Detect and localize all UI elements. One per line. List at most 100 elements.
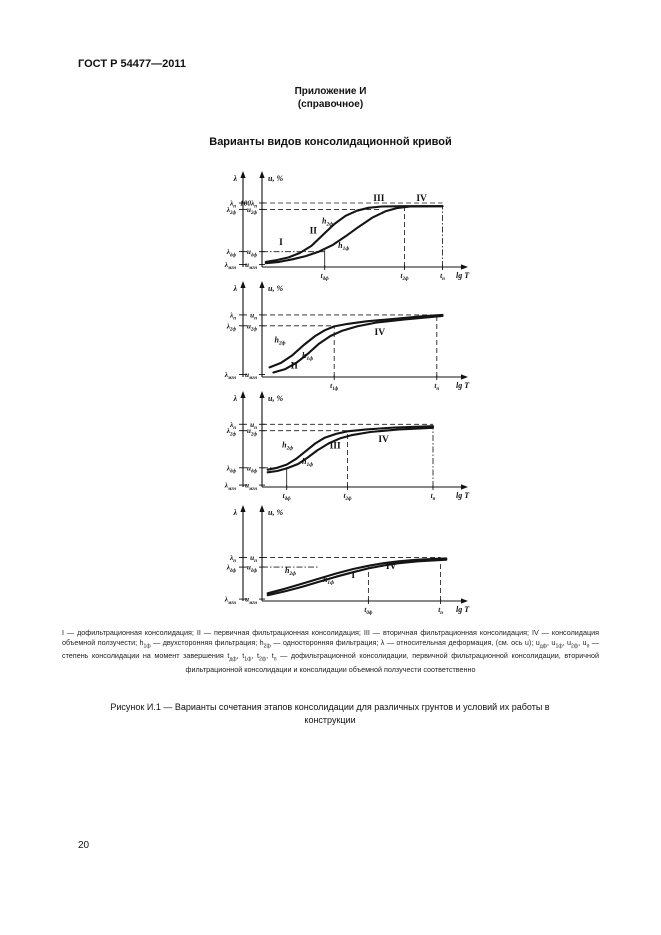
u-axis-label: u, % — [268, 508, 283, 517]
curve-h1f — [272, 314, 444, 374]
axis-arrow — [240, 171, 246, 178]
axis-arrow — [259, 505, 265, 512]
region-label-I: I — [279, 238, 283, 248]
curve-h1f — [264, 205, 444, 265]
time-tick-label: tп — [434, 381, 439, 392]
region-label-III: III — [330, 442, 341, 452]
lambda-axis-label: λ — [232, 174, 237, 183]
region-label-I: I — [351, 571, 355, 581]
curve-label: h1ф — [302, 351, 313, 362]
lambda-tick-label: λдф — [226, 463, 237, 474]
appendix-title: Приложение И — [294, 86, 367, 97]
axis-arrow — [461, 264, 468, 270]
time-tick-label: t1ф — [330, 381, 339, 392]
curve-label: h2ф — [285, 566, 296, 577]
u-tick-label: uп — [250, 553, 257, 564]
consolidation-chart-2: λ u, % lg T λп λ2ф λмгн uп u2ф uмгн t1ф tп h2ф h1ф II… — [170, 276, 490, 394]
region-label-II: II — [310, 227, 318, 237]
u-axis-label: u, % — [268, 394, 283, 403]
region-label-IV: IV — [378, 435, 389, 445]
axis-arrow — [259, 281, 265, 288]
time-tick-label: t2ф — [343, 491, 352, 502]
curve-label: h2ф — [282, 440, 293, 451]
curve-h2f — [266, 557, 448, 595]
region-label-IV: IV — [375, 328, 386, 338]
lambda-axis-label: λ — [232, 508, 237, 517]
axis-arrow — [240, 391, 246, 398]
u-tick-label: u2ф — [247, 205, 258, 216]
curve-label: h1ф — [323, 575, 334, 586]
time-tick-label: tп — [438, 605, 443, 616]
curve-h2f — [266, 425, 435, 471]
u-tick-label: uп — [250, 310, 257, 321]
page-number: 20 — [78, 840, 90, 851]
u-tick-label: uдф — [247, 247, 258, 258]
lambda-tick-label: λмгн — [224, 370, 236, 381]
lambda-tick-label: λп — [229, 553, 236, 564]
consolidation-chart-1: λ u, % lg T λп λ2ф λдф λмгн 100λп u2ф uдф uмгн tдф t… — [170, 166, 490, 284]
axis-arrow — [240, 281, 246, 288]
lambda-axis-label: λ — [232, 284, 237, 293]
u-tick-label: u2ф — [247, 426, 258, 437]
region-label-IV: IV — [386, 562, 397, 572]
figure-legend: I — дофильтрационная консолидация; II — … — [62, 628, 599, 674]
x-axis-label: lg T — [456, 271, 470, 280]
axis-arrow — [259, 171, 265, 178]
axis-arrow — [240, 505, 246, 512]
lambda-tick-label: λдф — [226, 247, 237, 258]
curve-label: h2ф — [322, 216, 333, 227]
u-tick-label: uмгн — [245, 481, 257, 492]
u-tick-label: uдф — [247, 563, 258, 574]
curve-h1f — [266, 558, 448, 597]
lambda-tick-label: λ2ф — [226, 205, 237, 216]
u-axis-label: u, % — [268, 174, 283, 183]
time-tick-label: tп — [440, 271, 445, 282]
document-number: ГОСТ Р 54477—2011 — [78, 58, 186, 70]
x-axis-label: lg T — [456, 491, 470, 500]
curve-h2f — [268, 313, 444, 369]
lambda-tick-label: λмгн — [224, 260, 236, 271]
lambda-tick-label: λ2ф — [226, 426, 237, 437]
curve-h2f — [264, 205, 444, 263]
lambda-tick-label: λп — [229, 420, 236, 431]
lambda-tick-label: λп — [229, 310, 236, 321]
u-tick-label: uп — [250, 420, 257, 431]
axis-arrow — [461, 484, 468, 490]
u-tick-label: uмгн — [245, 595, 257, 606]
region-label-IV: IV — [416, 194, 427, 204]
lambda-tick-label: λмгн — [224, 481, 236, 492]
figure-title: Варианты видов консолидационной кривой — [209, 136, 452, 148]
u-tick-label: 100λп — [240, 199, 257, 210]
curve-label: h1ф — [338, 241, 349, 252]
region-label-II: II — [291, 362, 299, 372]
curve-h1f — [266, 426, 435, 474]
u-tick-label: u2ф — [247, 321, 258, 332]
time-tick-label: tдф — [364, 605, 372, 616]
u-tick-label: uмгн — [245, 260, 257, 271]
curve-label: h2ф — [275, 335, 286, 346]
x-axis-label: lg T — [456, 605, 470, 614]
lambda-tick-label: λдф — [226, 563, 237, 574]
lambda-tick-label: λп — [229, 199, 236, 210]
consolidation-chart-3: λ u, % lg T λп λ2ф λдф λмгн uп u2ф uдф uмгн tдф t2ф t… — [170, 386, 490, 504]
appendix-subtitle: (справочное) — [297, 99, 364, 110]
lambda-axis-label: λ — [232, 394, 237, 403]
time-tick-label: t2ф — [400, 271, 409, 282]
lambda-tick-label: λ2ф — [226, 321, 237, 332]
region-label-III: III — [373, 194, 384, 204]
u-axis-label: u, % — [268, 284, 283, 293]
curve-label: h1ф — [302, 457, 313, 468]
axis-arrow — [461, 374, 468, 380]
x-axis-label: lg T — [456, 381, 470, 390]
time-tick-label: tп — [431, 491, 436, 502]
axis-arrow — [259, 391, 265, 398]
u-tick-label: uмгн — [245, 370, 257, 381]
time-tick-label: tдф — [321, 271, 329, 282]
time-tick-label: tдф — [283, 491, 291, 502]
axis-arrow — [461, 598, 468, 604]
u-tick-label: uдф — [247, 463, 258, 474]
